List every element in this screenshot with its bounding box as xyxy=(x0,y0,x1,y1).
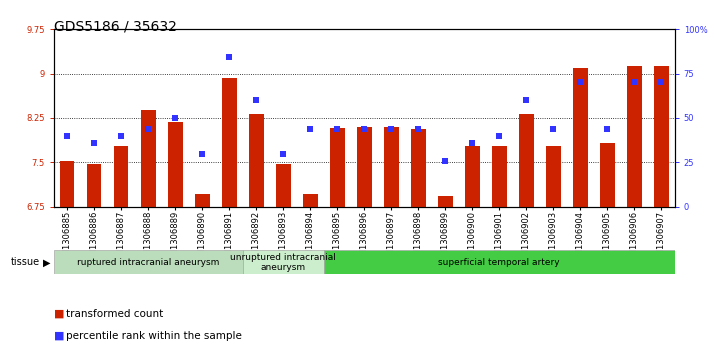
Point xyxy=(439,158,451,164)
Point xyxy=(169,115,181,121)
Point xyxy=(116,133,127,139)
Point xyxy=(278,151,289,156)
Bar xyxy=(519,114,533,207)
Text: percentile rank within the sample: percentile rank within the sample xyxy=(66,331,242,341)
Point xyxy=(386,126,397,131)
Point xyxy=(628,79,640,85)
Bar xyxy=(330,128,345,207)
Bar xyxy=(248,114,263,207)
Point xyxy=(89,140,100,146)
Bar xyxy=(323,250,675,274)
Point xyxy=(223,54,235,60)
Bar xyxy=(114,146,129,207)
Point xyxy=(304,126,316,131)
Point xyxy=(61,133,73,139)
Bar xyxy=(600,143,615,207)
Bar xyxy=(492,146,507,207)
Text: ruptured intracranial aneurysm: ruptured intracranial aneurysm xyxy=(77,258,219,267)
Text: ▶: ▶ xyxy=(43,257,51,267)
Point xyxy=(493,133,505,139)
Point xyxy=(521,97,532,103)
Point xyxy=(358,126,370,131)
Bar xyxy=(243,250,323,274)
Bar xyxy=(141,110,156,207)
Bar xyxy=(627,66,642,207)
Bar xyxy=(221,78,236,207)
Bar xyxy=(654,66,668,207)
Point xyxy=(251,97,262,103)
Text: transformed count: transformed count xyxy=(66,309,164,319)
Bar xyxy=(411,129,426,207)
Text: ■: ■ xyxy=(54,309,64,319)
Bar xyxy=(195,194,209,207)
Point xyxy=(466,140,478,146)
Bar xyxy=(86,164,101,207)
Text: ■: ■ xyxy=(54,331,64,341)
Bar xyxy=(168,122,183,207)
Point xyxy=(142,126,154,131)
Text: tissue: tissue xyxy=(11,257,40,267)
Bar xyxy=(465,146,480,207)
Point xyxy=(331,126,343,131)
Point xyxy=(548,126,559,131)
Point xyxy=(413,126,424,131)
Bar xyxy=(383,127,398,207)
Point xyxy=(575,79,586,85)
Bar xyxy=(276,164,291,207)
Bar xyxy=(60,161,74,207)
Text: superficial temporal artery: superficial temporal artery xyxy=(438,258,560,267)
Bar xyxy=(545,146,560,207)
Bar xyxy=(357,127,371,207)
Bar xyxy=(438,196,453,207)
Point xyxy=(601,126,613,131)
Point xyxy=(655,79,667,85)
Point xyxy=(196,151,208,156)
Bar xyxy=(54,250,243,274)
Text: GDS5186 / 35632: GDS5186 / 35632 xyxy=(54,20,176,34)
Bar xyxy=(573,68,588,207)
Bar xyxy=(303,194,318,207)
Text: unruptured intracranial
aneurysm: unruptured intracranial aneurysm xyxy=(230,253,336,272)
